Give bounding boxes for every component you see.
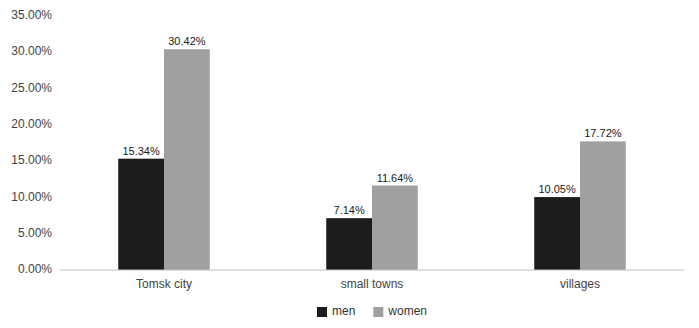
chart: 0.00% 5.00% 10.00% 15.00% 20.00% 25.00% 30.00%… [0,0,699,328]
bar [164,49,210,270]
x-axis-line [60,270,684,271]
legend-item: men [317,304,355,318]
x-tick-label: Tomsk city [136,277,192,291]
bar [534,197,580,270]
legend-swatch [317,307,327,317]
y-tick-label: 25.00% [11,81,52,95]
bar [326,218,372,270]
legend-label: men [332,304,355,318]
data-label: 17.72% [584,127,622,139]
x-tick-label: villages [560,277,600,291]
legend-item: women [373,304,427,318]
legend-swatch [373,307,383,317]
x-tick-label: small towns [341,277,404,291]
chart-container: 0.00% 5.00% 10.00% 15.00% 20.00% 25.00% 30.00%… [0,0,699,328]
y-tick-label: 10.00% [11,190,52,204]
data-label: 11.64% [377,172,414,184]
data-label: 10.05% [538,183,576,195]
data-label: 7.14% [334,204,365,216]
y-tick-label: 20.00% [11,117,52,131]
bar [372,186,418,270]
legend: men women [317,304,427,318]
y-tick-label: 0.00% [18,262,52,276]
y-tick-label: 5.00% [18,226,52,240]
bars [118,49,626,270]
y-tick-label: 15.00% [11,153,52,167]
data-label: 15.34% [122,145,160,157]
bar [580,141,626,270]
data-labels: 15.34% 7.14% 10.05% 30.42% 11.64% 17.72% [122,35,621,216]
y-axis: 0.00% 5.00% 10.00% 15.00% 20.00% 25.00% 30.00%… [11,8,52,276]
legend-label: women [387,304,427,318]
x-axis: Tomsk city small towns villages [60,270,684,291]
y-tick-label: 30.00% [11,44,52,58]
bar [118,159,164,270]
y-tick-label: 35.00% [11,8,52,22]
data-label: 30.42% [168,35,206,47]
